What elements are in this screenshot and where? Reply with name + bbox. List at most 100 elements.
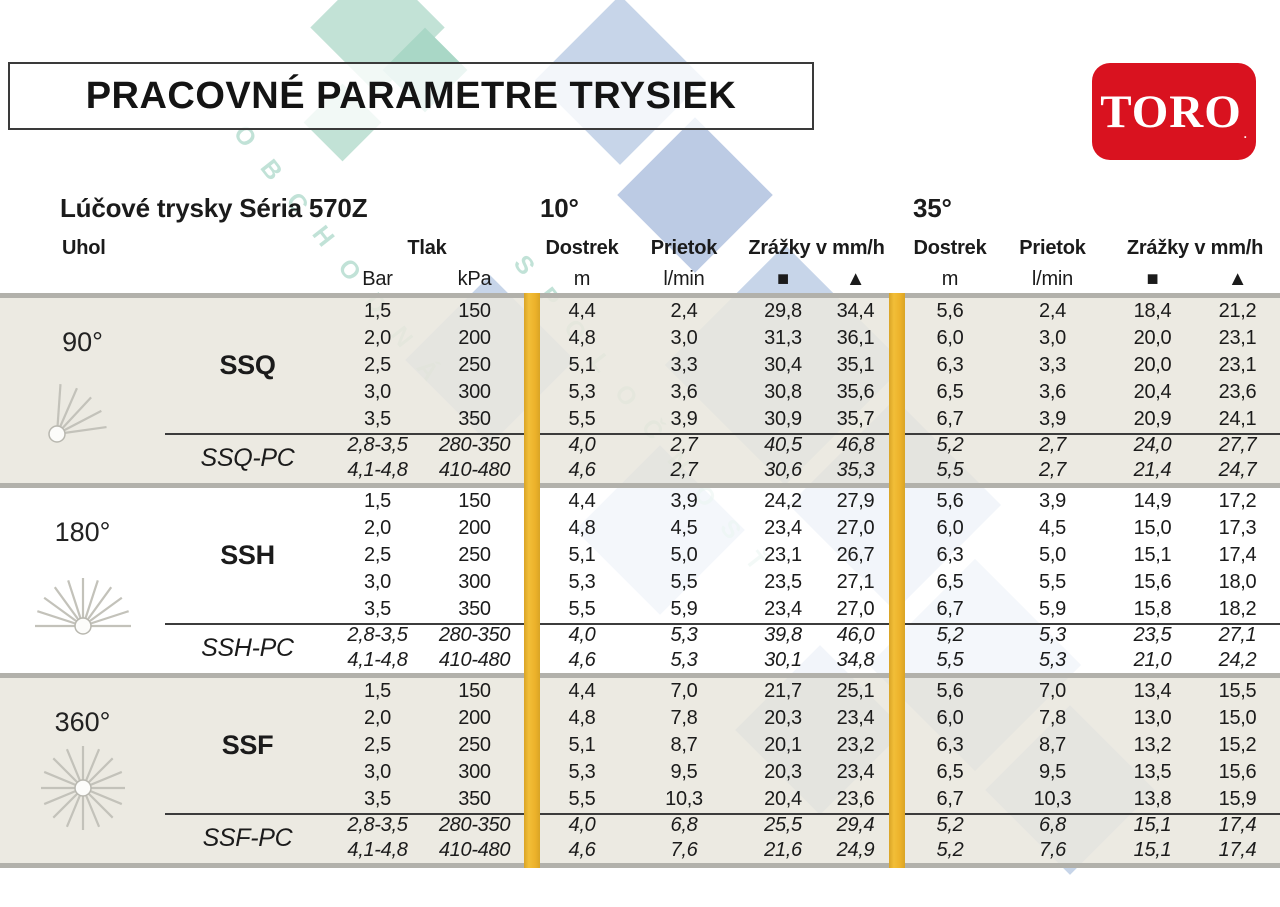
table-cell: 7,0: [1039, 680, 1066, 702]
table-cell: 20,3: [764, 761, 802, 783]
triangle-icon: ▲: [845, 268, 866, 290]
table-cell: 4,4: [568, 300, 596, 322]
table-cell: 3,0: [364, 761, 391, 783]
table-cell: 46,0: [836, 624, 875, 646]
table-cell: 5,5: [670, 571, 698, 593]
table-cell: 23,1: [1218, 327, 1257, 349]
table-cell: 2,7: [1039, 434, 1066, 456]
table-cell: 7,6: [1039, 839, 1066, 861]
nozzle-pc-rows: SSH-PC 2,8-3,5 280-350 4,0 5,3 39,8 46,0 5,2 5,3…: [0, 623, 1280, 673]
table-cell: 23,6: [836, 788, 875, 810]
table-cell: 35,7: [836, 408, 875, 430]
table-cell: 300: [458, 381, 491, 403]
table-cell: 3,9: [670, 408, 698, 430]
table-cell: 1,5: [364, 490, 391, 512]
table-cell: 6,3: [936, 544, 964, 566]
table-cell: 30,1: [764, 649, 802, 671]
table-cell: 23,2: [836, 734, 875, 756]
table-cell: 46,8: [836, 434, 875, 456]
table-cell: 2,0: [364, 707, 391, 729]
table-cell: 34,8: [836, 649, 875, 671]
table-cell: 25,5: [764, 814, 802, 836]
table-cell: 39,8: [764, 624, 802, 646]
table-cell: 4,0: [568, 814, 596, 836]
table-cell: 15,8: [1133, 598, 1172, 620]
table-cell: 350: [458, 788, 491, 810]
table-cell: 3,0: [364, 381, 391, 403]
table-cell: 15,0: [1218, 707, 1257, 729]
table-cell: 5,3: [568, 571, 596, 593]
table-cell: 13,2: [1133, 734, 1172, 756]
nozzle-rows: SSH 1,5 150 4,4 3,9 24,2 27,9 5,6 3,9 14,9 17,2 2,0…: [0, 488, 1280, 623]
spray-90-icon: [33, 362, 133, 454]
table-cell: 10,3: [665, 788, 703, 810]
table-cell: 5,3: [568, 381, 596, 403]
unit-bar: Bar: [362, 268, 393, 290]
col-header-tlak: Tlak: [407, 236, 447, 259]
table-cell: 200: [458, 517, 491, 539]
table-cell: 6,5: [936, 761, 964, 783]
table-cell: 4,0: [568, 434, 596, 456]
table-cell: 13,8: [1133, 788, 1172, 810]
table-cell: 410-480: [438, 839, 511, 861]
table-cell: 14,9: [1133, 490, 1172, 512]
table-cell: 5,0: [670, 544, 698, 566]
table-cell: 30,6: [764, 459, 802, 481]
table-cell: 23,4: [764, 517, 802, 539]
table-cell: 4,8: [568, 327, 596, 349]
table-cell: 26,7: [836, 544, 875, 566]
table-cell: 6,3: [936, 354, 964, 376]
table-cell: 23,5: [1133, 624, 1172, 646]
table-cell: 2,7: [1039, 459, 1066, 481]
table-cell: 23,1: [764, 544, 802, 566]
table-cell: 3,3: [670, 354, 698, 376]
table-cell: 4,1-4,8: [347, 459, 408, 481]
table-cell: 5,1: [568, 734, 596, 756]
table-cell: 9,5: [670, 761, 698, 783]
table-cell: 5,1: [568, 544, 596, 566]
col-header-dostrek-10: Dostrek: [545, 236, 619, 259]
table-cell: 5,5: [936, 649, 964, 671]
angle-column: 90°: [0, 298, 165, 483]
table-cell: 17,3: [1218, 517, 1257, 539]
table-cell: 21,7: [764, 680, 802, 702]
table-cell: 5,9: [670, 598, 698, 620]
table-cell: 280-350: [438, 434, 511, 456]
table-cell: 2,8-3,5: [347, 814, 408, 836]
square-icon: ■: [777, 268, 789, 290]
nozzle-rows: SSF 1,5 150 4,4 7,0 21,7 25,1 5,6 7,0 13,4 15,5 2,0…: [0, 678, 1280, 813]
table-cell: 6,5: [936, 571, 964, 593]
angle-column: 360°: [0, 678, 165, 863]
table-cell: 5,3: [568, 761, 596, 783]
table-cell: 27,0: [836, 598, 875, 620]
table-cell: 24,9: [836, 839, 875, 861]
table-cell: 15,5: [1218, 680, 1257, 702]
unit-lmin-35: l/min: [1031, 268, 1074, 290]
table-cell: 7,8: [1039, 707, 1066, 729]
table-cell: 17,4: [1218, 814, 1257, 836]
table-cell: 25,1: [836, 680, 875, 702]
table-cell: 18,0: [1218, 571, 1257, 593]
section-separator: [0, 293, 1280, 298]
table-cell: 23,5: [764, 571, 802, 593]
table-cell: 200: [458, 327, 491, 349]
table-cell: 17,4: [1218, 544, 1257, 566]
table-cell: 20,3: [764, 707, 802, 729]
table-cell: 35,6: [836, 381, 875, 403]
table-cell: 5,3: [1039, 624, 1066, 646]
table-cell: 3,3: [1039, 354, 1066, 376]
table-cell: 2,8-3,5: [347, 624, 408, 646]
table-cell: 4,8: [568, 517, 596, 539]
section-separator: [0, 863, 1280, 868]
table-cell: 9,5: [1039, 761, 1066, 783]
table-cell: 3,9: [1039, 490, 1066, 512]
nozzle-section-ssh: 180° SSH 1,5 150 4,4 3,9 24,2 27,9 5,6 3,9 14,9 17,…: [0, 488, 1280, 673]
table-cell: 410-480: [438, 459, 511, 481]
table-cell: 27,1: [1218, 624, 1257, 646]
nozzle-pc-rows: SSF-PC 2,8-3,5 280-350 4,0 6,8 25,5 29,4 5,2 6,8…: [0, 813, 1280, 863]
table-cell: 21,0: [1133, 649, 1172, 671]
toro-logo-text: TORO: [1100, 85, 1242, 138]
table-cell: 20,4: [1133, 381, 1172, 403]
table-cell: 250: [458, 544, 491, 566]
